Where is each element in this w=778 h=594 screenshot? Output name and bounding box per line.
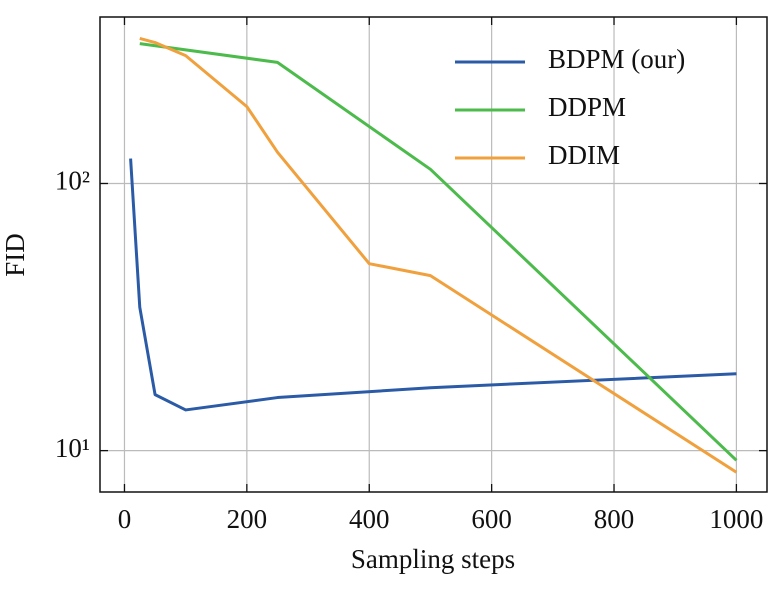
y-axis-label: FID	[0, 233, 30, 277]
series-line	[139, 42, 738, 462]
legend-label: BDPM (our)	[548, 44, 685, 74]
x-axis-label: Sampling steps	[351, 544, 515, 574]
x-tick-label: 800	[594, 504, 635, 534]
series-line	[139, 37, 738, 474]
y-tick-label: 10²	[55, 166, 90, 196]
x-tick-label: 600	[471, 504, 512, 534]
x-tick-label: 400	[349, 504, 390, 534]
x-tick-label: 0	[118, 504, 132, 534]
y-tick-label: 10¹	[55, 433, 90, 463]
legend-label: DDIM	[548, 140, 620, 170]
x-tick-label: 1000	[709, 504, 763, 534]
series-line	[129, 158, 737, 412]
legend-label: DDPM	[548, 92, 626, 122]
x-tick-label: 200	[227, 504, 268, 534]
plot-frame	[99, 16, 768, 493]
